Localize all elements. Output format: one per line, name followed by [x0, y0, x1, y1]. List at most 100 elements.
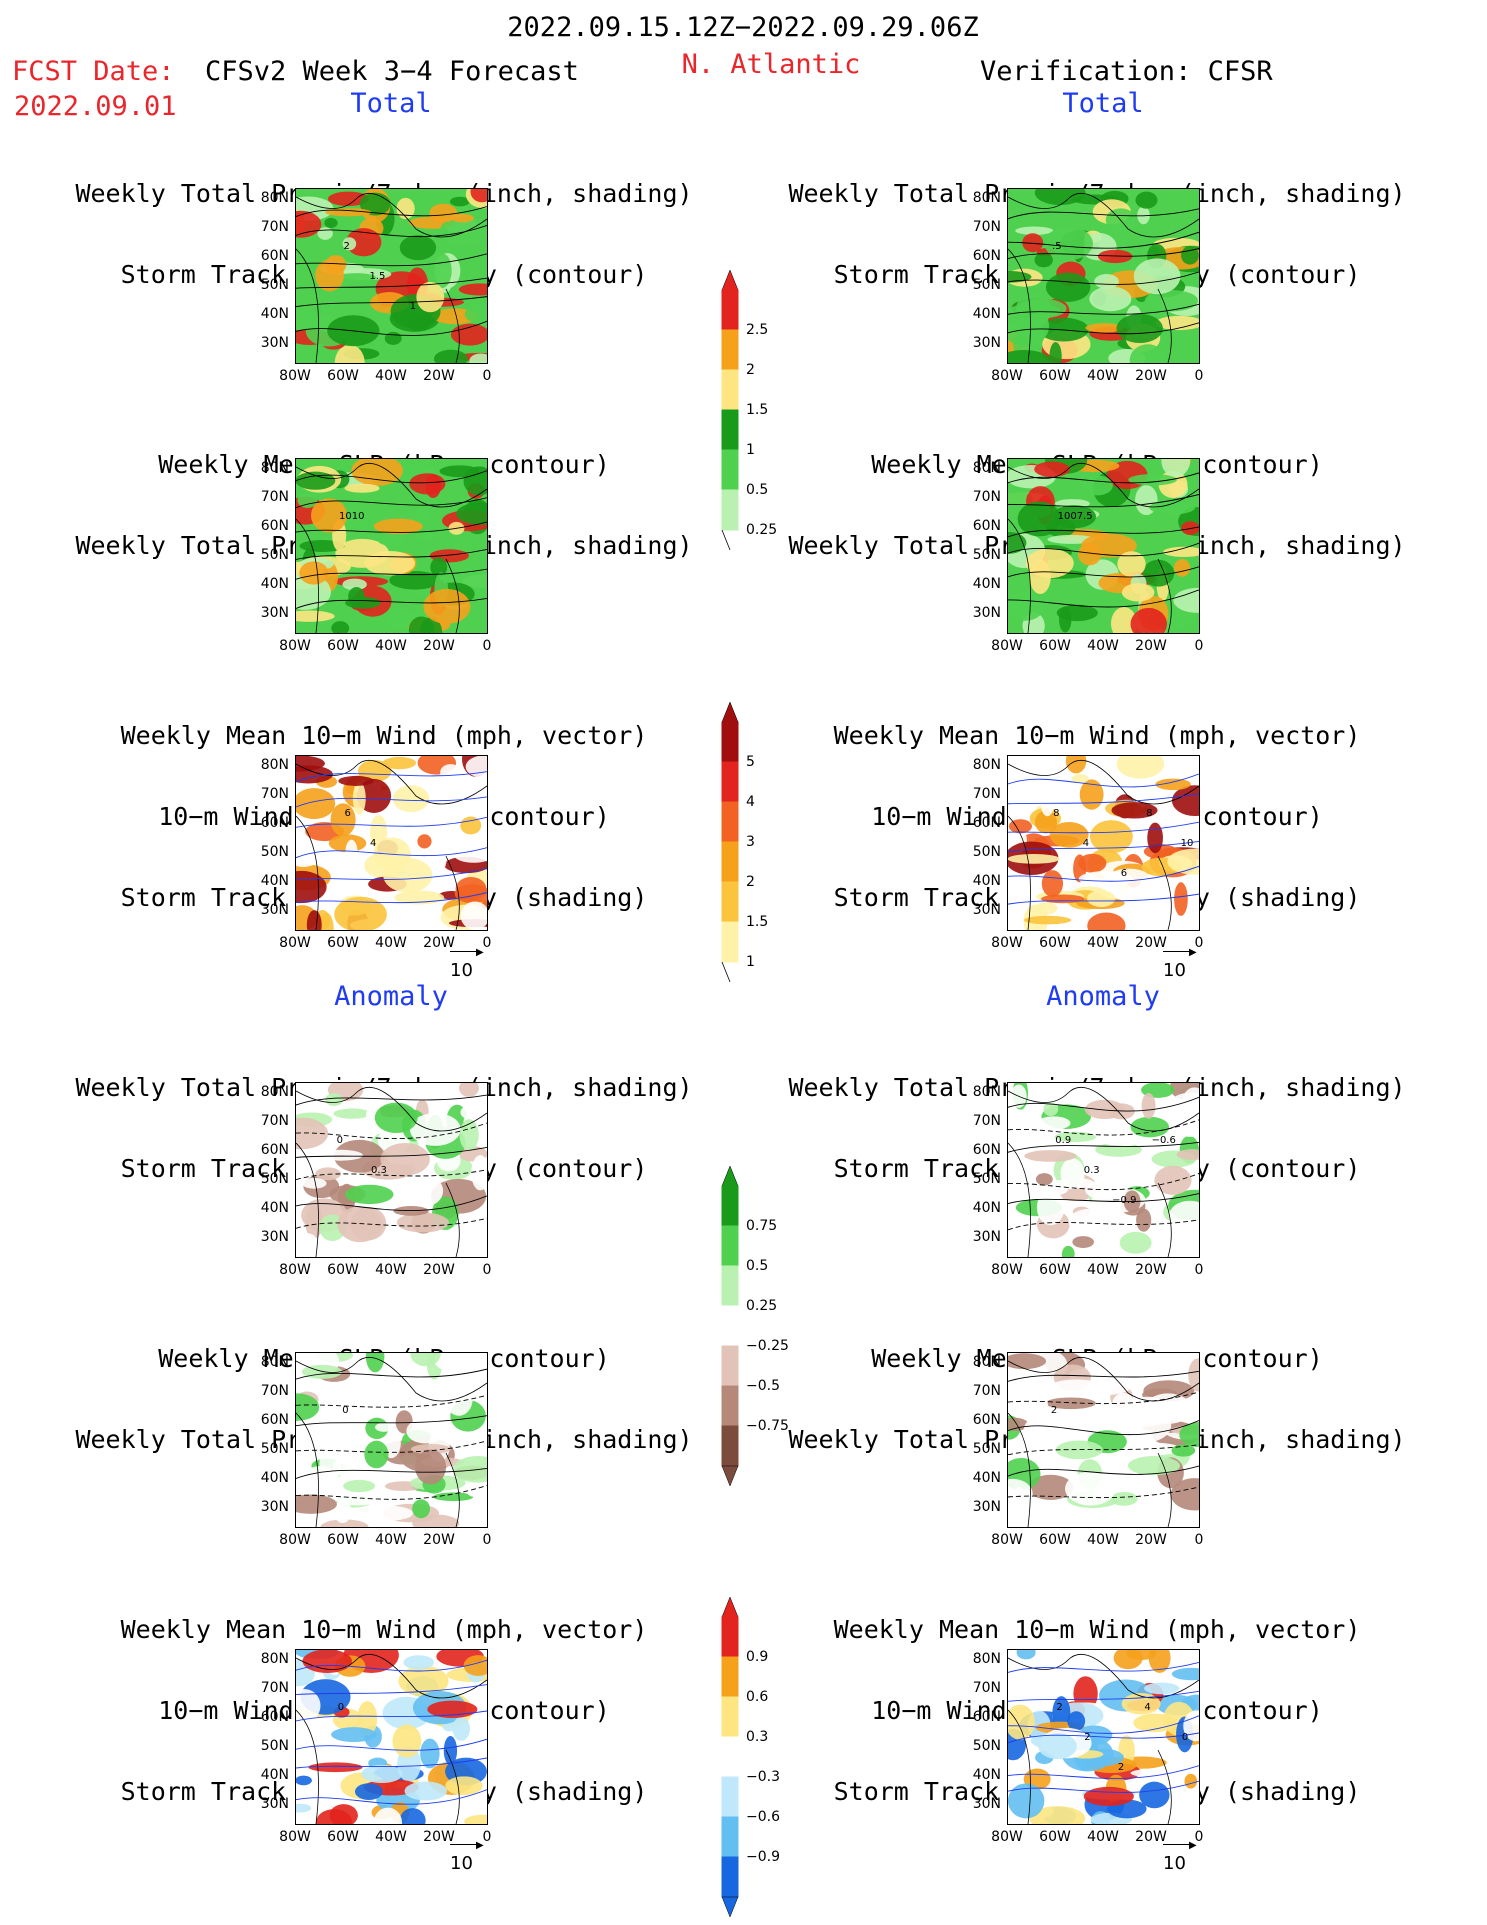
shading-cell — [1061, 1245, 1075, 1257]
shading-cell — [318, 912, 334, 930]
contour-line — [296, 1757, 487, 1769]
shading-cell — [348, 586, 365, 607]
shading-cell — [365, 1353, 385, 1373]
shading-cell — [1085, 1180, 1122, 1200]
contour-line — [296, 1467, 487, 1479]
contour-line — [1008, 208, 1199, 220]
contour-label: 0 — [342, 1405, 348, 1416]
shading-cell — [1041, 870, 1064, 897]
y-tick-label: 50N — [260, 1171, 289, 1187]
shading-cell — [396, 1212, 449, 1233]
colorbar-segment — [721, 1225, 739, 1267]
x-tick-label: 60W — [327, 1532, 359, 1548]
contour-line — [1008, 1141, 1199, 1153]
contour-line — [296, 1094, 487, 1106]
shading-cell — [415, 1449, 447, 1485]
shading-cell — [1025, 548, 1074, 579]
y-tick-label: 60N — [972, 1709, 1001, 1725]
shading-cell — [450, 323, 487, 346]
shading-cell — [318, 1149, 363, 1161]
shading-cell — [403, 1655, 435, 1670]
vector-arrow-icon — [1163, 951, 1193, 952]
shading-cell — [340, 883, 357, 895]
map-field: 00.3 — [296, 1083, 487, 1257]
y-tick-label: 80N — [972, 757, 1001, 773]
shading-cell — [440, 764, 462, 781]
shading-cell — [296, 1494, 337, 1514]
contour-label: 4 — [370, 838, 376, 849]
x-tick-label: 20W — [423, 368, 455, 384]
coastline — [1008, 1356, 1199, 1527]
shading-cell — [334, 344, 365, 363]
shading-cell — [1130, 1442, 1181, 1456]
colorbar-label: 5 — [746, 754, 755, 770]
y-tick-label: 60N — [260, 1709, 289, 1725]
contour-line — [1008, 231, 1199, 249]
shading-cell — [338, 775, 374, 786]
colorbar-precip-anom: 0.75 0.5 0.25 −0.25 −0.5 −0.75 — [718, 1165, 789, 1490]
vector-arrow-icon — [450, 1844, 480, 1845]
x-tick-label: 20W — [1135, 1262, 1167, 1278]
shading-cell — [325, 1093, 343, 1107]
shading-cell — [1050, 794, 1075, 816]
shading-cell — [1024, 915, 1072, 925]
shading-cell — [404, 1781, 448, 1801]
shading-cell — [417, 834, 432, 849]
contour-line — [1008, 1690, 1199, 1702]
contour-line — [296, 1217, 487, 1229]
y-tick-label: 50N — [972, 844, 1001, 860]
shading-cell — [357, 1701, 378, 1736]
colorbar-segment — [721, 449, 739, 491]
shading-cell — [1008, 1353, 1047, 1370]
contour-line — [1008, 1765, 1199, 1779]
shading-cell — [1116, 313, 1163, 343]
shading-cell — [334, 896, 387, 930]
y-tick-label: 70N — [260, 489, 289, 505]
y-tick-label: 70N — [260, 786, 289, 802]
shading-cell — [382, 756, 417, 770]
contour-line — [296, 521, 487, 533]
shading-cell — [449, 196, 470, 207]
y-tick-label: 50N — [260, 844, 289, 860]
shading-cell — [1044, 226, 1093, 261]
colorbar-segment — [721, 1736, 739, 1778]
y-tick-label: 80N — [972, 460, 1001, 476]
colorbar-storm-anom: 0.9 0.6 0.3 −0.3 −0.6 −0.9 — [718, 1596, 780, 1921]
shading-cell — [1133, 258, 1181, 295]
y-tick-label: 80N — [260, 460, 289, 476]
colorbar-tail — [721, 529, 731, 551]
y-tick-label: 30N — [260, 1499, 289, 1515]
y-tick-label: 60N — [972, 815, 1001, 831]
shading-cell — [415, 530, 436, 540]
map-ob-anom-precip-storm: 0.9 0.3 −0.9 −0.6 — [1007, 1082, 1200, 1258]
y-tick-label: 70N — [260, 1680, 289, 1696]
shading-cell — [1024, 1150, 1077, 1162]
shading-cell — [1136, 1208, 1152, 1232]
section-total-left: Total — [350, 88, 432, 119]
contour-line — [1008, 1370, 1199, 1382]
x-tick-label: 80W — [279, 935, 311, 951]
shading-cell — [1008, 531, 1027, 554]
y-tick-label: 70N — [972, 219, 1001, 235]
shading-cell — [1052, 505, 1097, 529]
contour-line — [296, 253, 487, 267]
y-tick-label: 60N — [260, 248, 289, 264]
coastline — [296, 1086, 487, 1257]
y-tick-label: 40N — [260, 1470, 289, 1486]
contour-label: 1010 — [339, 511, 364, 522]
contour-line — [1008, 1715, 1199, 1734]
x-tick-label: 0 — [482, 1532, 492, 1548]
shading-cell — [1162, 1223, 1187, 1253]
contour-label: 4 — [1083, 838, 1089, 849]
map-ob-anom-wind-storm: 2 2 2 4 0 — [1007, 1649, 1200, 1825]
y-tick-label: 40N — [972, 1470, 1001, 1486]
shading-cell — [460, 901, 487, 930]
x-tick-label: 0 — [1194, 1532, 1204, 1548]
y-tick-label: 70N — [972, 786, 1001, 802]
shading-cell — [316, 1809, 352, 1824]
colorbar-label: −0.75 — [746, 1418, 789, 1434]
shading-cell — [1084, 1099, 1125, 1120]
y-tick-label: 30N — [972, 902, 1001, 918]
shading-cell — [452, 1716, 470, 1741]
shading-cell — [1029, 1806, 1086, 1824]
